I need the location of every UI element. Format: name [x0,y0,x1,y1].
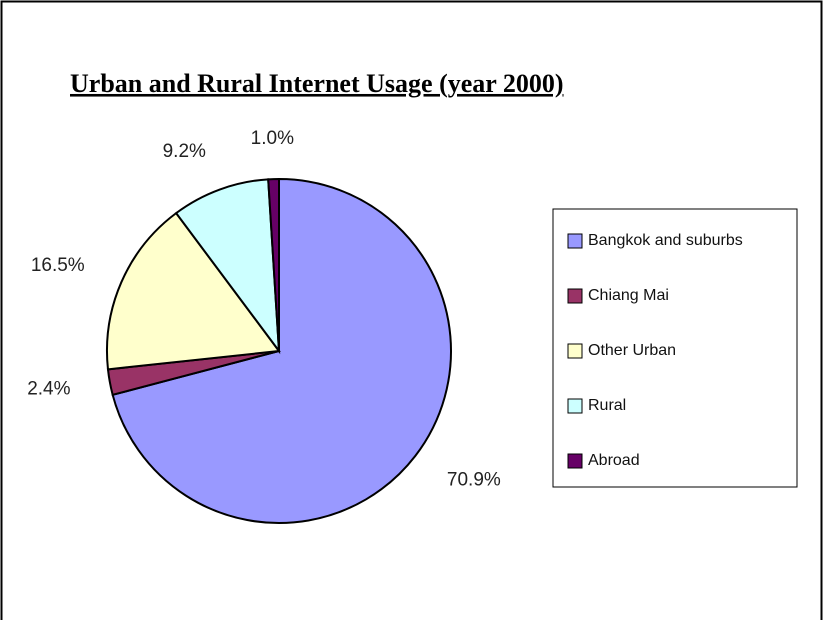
legend-label: Abroad [588,452,640,469]
legend-swatch [567,453,583,469]
pie-slice [267,177,280,352]
pie-slice [174,178,281,355]
legend-label: Chiang Mai [588,287,669,304]
legend-swatch [567,233,583,249]
legend-label: Other Urban [588,342,676,359]
pie-slice [106,211,281,371]
data-label: 9.2% [163,141,206,162]
data-label: 16.5% [31,255,85,276]
legend-swatch [567,343,583,359]
legend-label: Bangkok and suburbs [588,232,743,249]
data-label: 2.4% [27,378,70,399]
chart-title: Urban and Rural Internet Usage (year 200… [70,69,564,98]
legend-label: Rural [588,397,626,414]
data-label: 70.9% [447,469,501,490]
pie-slice [111,177,452,524]
legend-box [552,208,798,488]
data-label: 1.0% [251,128,294,149]
legend-swatch [567,288,583,304]
legend-swatch [567,398,583,414]
